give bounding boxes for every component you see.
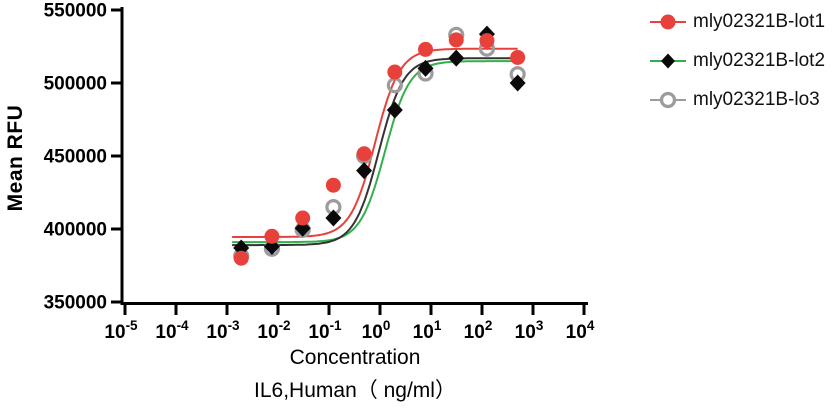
lot1-marker-icon (650, 14, 686, 30)
y-axis-ticks: 350000 400000 450000 500000 550000 (44, 1, 122, 314)
x-tick-label: 10-2 (257, 318, 290, 343)
y-tick-label: 550000 (44, 1, 107, 22)
y-axis-title: Mean RFU (4, 104, 27, 212)
data-points-mly02321B-lo3 (233, 26, 526, 265)
x-tick-label: 10-3 (206, 318, 240, 343)
legend-label-lot2: mly02321B-lot2 (693, 50, 826, 71)
x-tick-label: 10-4 (155, 318, 189, 343)
legend-item-lot1: mly02321B-lot1 (648, 10, 825, 34)
x-tick-label: 100 (362, 318, 391, 343)
x-tick-label: 102 (464, 318, 493, 343)
y-tick-label: 400000 (44, 220, 107, 241)
x-axis-title-line1: Concentration (289, 346, 421, 369)
lot2-marker-icon (650, 53, 686, 69)
x-tick-label: 10-5 (104, 318, 138, 343)
data-points-mly02321B-lot1 (233, 32, 526, 266)
x-tick-label: 101 (413, 318, 442, 343)
fit-curve-mly02321B-lot1 (232, 47, 518, 238)
y-tick-label: 500000 (44, 74, 107, 95)
x-axis-ticks: 10-5 10-4 10-3 10-2 10-1 100 101 102 103 104 (104, 303, 595, 343)
legend-item-lot2: mly02321B-lot2 (648, 49, 825, 73)
legend: mly02321B-lot1 mly02321B-lot2 mly02321B-… (648, 10, 825, 112)
legend-label-lot1: mly02321B-lot1 (693, 11, 826, 32)
x-axis-title-line2: IL6,Human（ ng/ml） (254, 379, 456, 402)
y-tick-label: 450000 (44, 147, 107, 168)
x-tick-label: 10-1 (308, 318, 342, 343)
x-tick-label: 104 (566, 318, 595, 343)
legend-item-lo3: mly02321B-lo3 (648, 88, 825, 112)
data-points-mly02321B-lot2 (233, 25, 526, 257)
fit-curve-mly02321B-lot2 (232, 60, 518, 244)
x-tick-label: 103 (515, 318, 544, 343)
lo3-marker-icon (650, 91, 686, 109)
y-tick-label: 350000 (44, 293, 107, 314)
fit-curve-mly02321B-lo3 (232, 57, 518, 247)
legend-label-lo3: mly02321B-lo3 (693, 89, 820, 110)
